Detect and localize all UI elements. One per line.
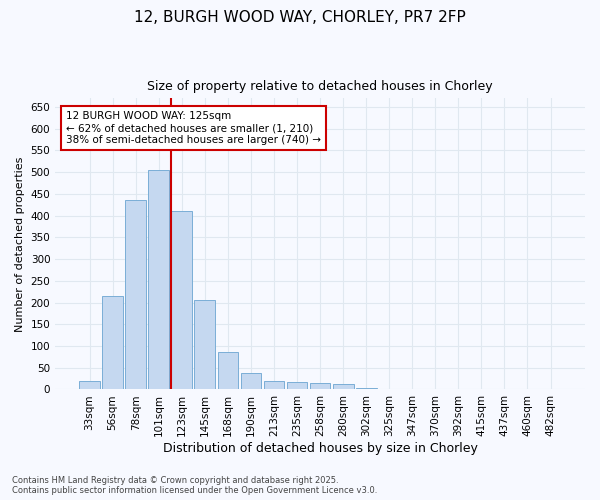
Bar xyxy=(218,352,238,390)
Bar xyxy=(287,382,307,390)
Bar xyxy=(125,200,146,390)
Bar xyxy=(148,170,169,390)
Bar xyxy=(310,383,331,390)
Bar xyxy=(79,381,100,390)
Bar xyxy=(241,373,262,390)
Bar xyxy=(263,381,284,390)
Bar xyxy=(194,300,215,390)
Bar xyxy=(356,388,377,390)
Bar xyxy=(102,296,123,390)
Text: 12 BURGH WOOD WAY: 125sqm
← 62% of detached houses are smaller (1, 210)
38% of s: 12 BURGH WOOD WAY: 125sqm ← 62% of detac… xyxy=(66,112,321,144)
Text: 12, BURGH WOOD WAY, CHORLEY, PR7 2FP: 12, BURGH WOOD WAY, CHORLEY, PR7 2FP xyxy=(134,10,466,25)
Y-axis label: Number of detached properties: Number of detached properties xyxy=(15,156,25,332)
Title: Size of property relative to detached houses in Chorley: Size of property relative to detached ho… xyxy=(147,80,493,93)
Bar xyxy=(540,388,561,390)
X-axis label: Distribution of detached houses by size in Chorley: Distribution of detached houses by size … xyxy=(163,442,478,455)
Bar xyxy=(172,212,192,390)
Text: Contains HM Land Registry data © Crown copyright and database right 2025.
Contai: Contains HM Land Registry data © Crown c… xyxy=(12,476,377,495)
Bar xyxy=(333,384,353,390)
